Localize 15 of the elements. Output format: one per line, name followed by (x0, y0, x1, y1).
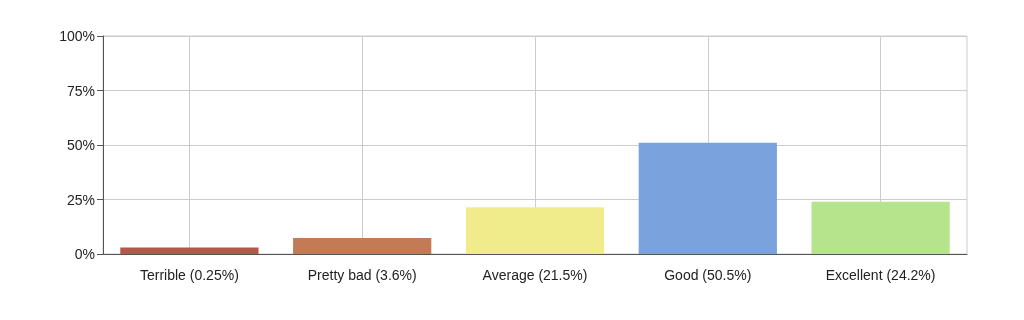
y-tick-label: 0% (74, 246, 95, 262)
x-tick-label: Pretty bad (3.6%) (307, 267, 417, 283)
bar (638, 142, 777, 254)
y-tick-label: 50% (66, 137, 95, 153)
bar (293, 238, 432, 254)
y-tick-label: 75% (66, 82, 95, 99)
x-tick-label: Excellent (24.2%) (825, 267, 936, 283)
x-tick-label: Good (50.5%) (664, 267, 752, 283)
x-tick-label: Terrible (0.25%) (139, 267, 239, 283)
x-tick-label: Average (21.5%) (482, 267, 588, 283)
bar (811, 201, 950, 254)
bar (120, 247, 259, 254)
y-tick-label: 100% (59, 28, 95, 44)
bar (465, 207, 605, 254)
y-tick-label: 25% (66, 191, 95, 208)
